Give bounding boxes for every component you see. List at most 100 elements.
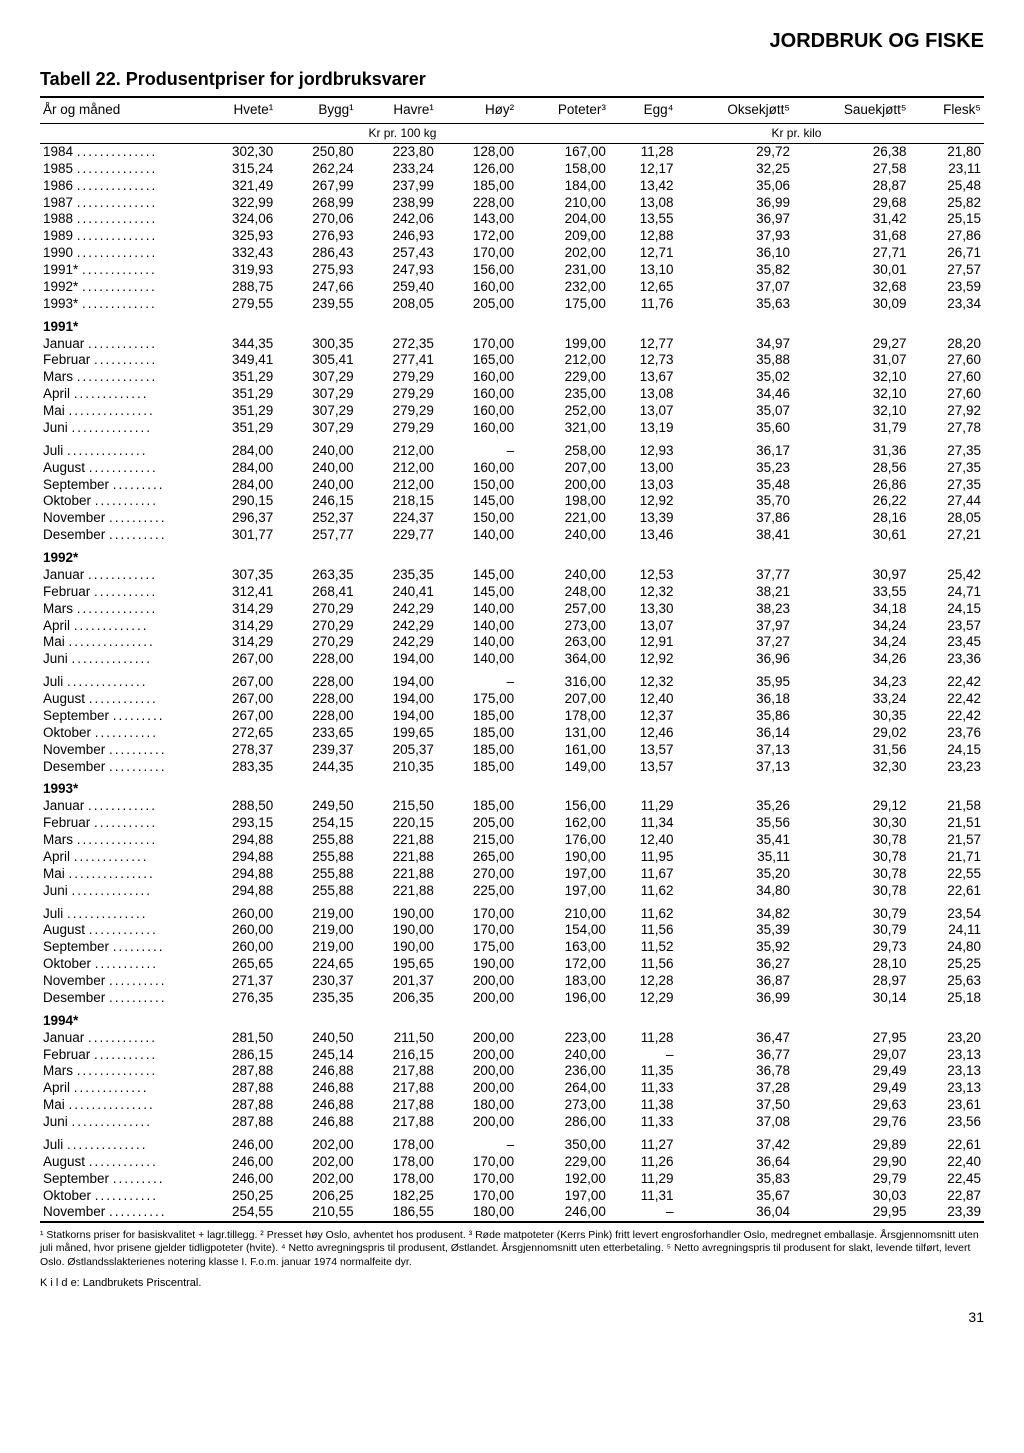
table-row: April .............294,88255,88221,88265… (40, 849, 984, 866)
cell: 200,00 (437, 1114, 517, 1131)
cell: 140,00 (437, 601, 517, 618)
cell: 11,67 (609, 866, 677, 883)
cell: 160,00 (437, 369, 517, 386)
row-label: August ............ (40, 691, 196, 708)
cell: 21,58 (909, 798, 984, 815)
cell: 27,21 (909, 527, 984, 544)
table-row: Juni ..............267,00228,00194,00140… (40, 651, 984, 668)
cell: 11,28 (609, 143, 677, 160)
cell: 37,42 (676, 1137, 792, 1154)
cell: 351,29 (196, 403, 276, 420)
cell: 284,00 (196, 460, 276, 477)
cell: 29,49 (793, 1063, 910, 1080)
row-label: August ............ (40, 1154, 196, 1171)
cell: 145,00 (437, 493, 517, 510)
cell: 38,21 (676, 584, 792, 601)
table-row: Juni ..............294,88255,88221,88225… (40, 883, 984, 900)
cell: 284,00 (196, 477, 276, 494)
cell: 270,29 (276, 601, 356, 618)
cell: 257,77 (276, 527, 356, 544)
row-label: November .......... (40, 1204, 196, 1222)
cell: 145,00 (437, 584, 517, 601)
cell: 250,80 (276, 143, 356, 160)
cell: 207,00 (517, 691, 609, 708)
cell: 287,88 (196, 1063, 276, 1080)
cell: 215,00 (437, 832, 517, 849)
cell: 351,29 (196, 420, 276, 437)
table-row: Januar ............281,50240,50211,50200… (40, 1030, 984, 1047)
row-label: Juli .............. (40, 674, 196, 691)
cell: 37,77 (676, 567, 792, 584)
cell: 25,63 (909, 973, 984, 990)
data-table: År og måned Hvete¹ Bygg¹ Havre¹ Høy² Pot… (40, 96, 984, 1223)
cell: 13,39 (609, 510, 677, 527)
cell: 190,00 (357, 922, 437, 939)
cell: 206,35 (357, 990, 437, 1007)
cell: 257,43 (357, 245, 437, 262)
cell: 307,29 (276, 420, 356, 437)
cell: 219,00 (276, 922, 356, 939)
cell: 22,42 (909, 708, 984, 725)
cell: 180,00 (437, 1097, 517, 1114)
cell: 30,79 (793, 906, 910, 923)
cell: 314,29 (196, 634, 276, 651)
cell: 37,93 (676, 228, 792, 245)
cell: 272,65 (196, 725, 276, 742)
cell: 190,00 (437, 956, 517, 973)
row-label: 1989 .............. (40, 228, 196, 245)
cell: 170,00 (437, 1154, 517, 1171)
table-row: September .........260,00219,00190,00175… (40, 939, 984, 956)
table-row: Juli ..............246,00202,00178,00–35… (40, 1137, 984, 1154)
table-row: Juni ..............351,29307,29279,29160… (40, 420, 984, 437)
col-hoy: Høy² (437, 97, 517, 123)
cell: 185,00 (437, 178, 517, 195)
cell: 29,68 (793, 195, 910, 212)
cell: 34,24 (793, 634, 910, 651)
cell: 276,35 (196, 990, 276, 1007)
cell: 13,00 (609, 460, 677, 477)
cell: 217,88 (357, 1114, 437, 1131)
cell: 30,09 (793, 296, 910, 313)
cell: 140,00 (437, 634, 517, 651)
cell: 268,41 (276, 584, 356, 601)
cell: 228,00 (276, 691, 356, 708)
cell: 36,99 (676, 990, 792, 1007)
cell: 212,00 (357, 460, 437, 477)
cell: 196,00 (517, 990, 609, 1007)
row-label: Juni .............. (40, 420, 196, 437)
cell: 11,26 (609, 1154, 677, 1171)
cell: 190,00 (517, 849, 609, 866)
cell: 294,88 (196, 883, 276, 900)
cell: 247,93 (357, 262, 437, 279)
cell: 221,88 (357, 883, 437, 900)
cell: 35,95 (676, 674, 792, 691)
cell: 178,00 (357, 1154, 437, 1171)
cell: 230,37 (276, 973, 356, 990)
cell: 350,00 (517, 1137, 609, 1154)
cell: 202,00 (517, 245, 609, 262)
row-label: 1991* ............. (40, 262, 196, 279)
table-row: 1988 ..............324,06270,06242,06143… (40, 211, 984, 228)
cell: 140,00 (437, 651, 517, 668)
cell: 272,35 (357, 336, 437, 353)
col-poteter: Poteter³ (517, 97, 609, 123)
cell: 30,79 (793, 922, 910, 939)
cell: 23,61 (909, 1097, 984, 1114)
cell: 29,49 (793, 1080, 910, 1097)
cell: 27,86 (909, 228, 984, 245)
table-row: November ..........278,37239,37205,37185… (40, 742, 984, 759)
cell: 25,25 (909, 956, 984, 973)
cell: 229,00 (517, 1154, 609, 1171)
cell: 197,00 (517, 883, 609, 900)
table-row: September .........246,00202,00178,00170… (40, 1171, 984, 1188)
cell: 12,92 (609, 651, 677, 668)
cell: 219,00 (276, 906, 356, 923)
cell: 128,00 (437, 143, 517, 160)
cell: 11,27 (609, 1137, 677, 1154)
cell: 180,00 (437, 1204, 517, 1222)
section-title: 1992* (40, 544, 984, 567)
row-label: September ......... (40, 708, 196, 725)
section-title: 1991* (40, 313, 984, 336)
cell: 288,75 (196, 279, 276, 296)
cell: 200,00 (437, 1047, 517, 1064)
